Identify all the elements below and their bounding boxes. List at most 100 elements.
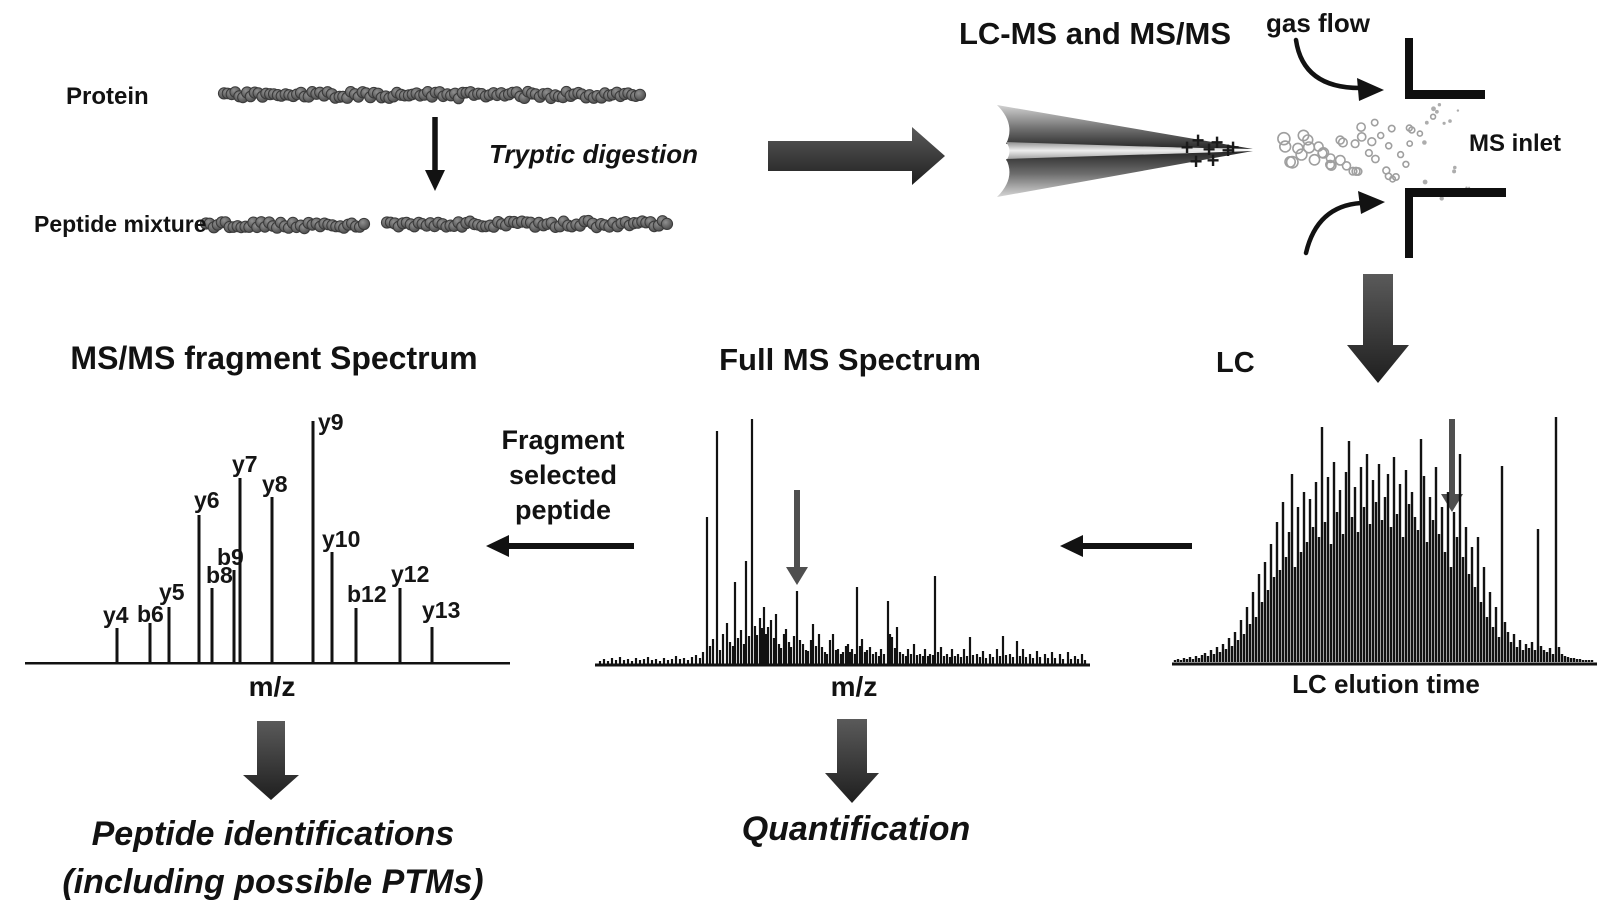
spray-droplet: [1341, 161, 1352, 171]
spray-droplet: [1356, 122, 1366, 132]
charge-plus-icon: +: [1207, 148, 1220, 173]
spray-droplet: [1456, 109, 1460, 112]
spray-droplet: [1337, 137, 1348, 148]
lc-to-fullms-arrow-head: [1060, 535, 1083, 557]
charge-plus-icon: +: [1222, 138, 1235, 163]
peptide-1-bead: [357, 217, 371, 231]
esi-needle-capillary: [1006, 142, 1253, 161]
esi-needle-top: [997, 105, 1253, 149]
charge-plus-icon: +: [1211, 130, 1224, 155]
fragment-ion-label: b8: [206, 562, 233, 588]
spray-droplet: [1424, 120, 1429, 125]
peptide-identifications-title: Peptide identifications (including possi…: [62, 810, 483, 906]
ms-inlet-plate: [1405, 90, 1485, 99]
fullms-axis: [595, 663, 1090, 667]
spray-droplet: [1277, 131, 1291, 146]
charge-plus-icon: +: [1181, 135, 1194, 160]
fragment-note-line: peptide: [514, 495, 611, 525]
spray-droplet: [1356, 131, 1367, 142]
fragment-selected-peptide-note: Fragment selected peptide: [501, 423, 624, 528]
full-ms-title: Full MS Spectrum: [719, 342, 981, 377]
spray-droplet: [1452, 169, 1457, 174]
spray-droplet: [1384, 142, 1393, 150]
spray-droplet: [1408, 126, 1416, 134]
spray-droplet: [1348, 166, 1358, 176]
charge-plus-icon: +: [1192, 128, 1205, 153]
fullms-to-msms-arrow-head: [486, 535, 509, 557]
gas-flow-label: gas flow: [1266, 8, 1371, 38]
fullms-to-quantification-block-arrow: [825, 719, 879, 803]
spray-droplet: [1308, 153, 1321, 166]
selected-peak-arrow-head: [786, 567, 808, 585]
fragment-ion-label: y12: [391, 561, 429, 587]
spray-droplet: [1376, 131, 1385, 140]
ms-inlet-plate: [1405, 188, 1506, 197]
lc-label: LC: [1216, 347, 1255, 379]
spray-droplet: [1295, 148, 1308, 161]
fragment-ion-label: y6: [194, 487, 220, 513]
fragment-ion-label: y5: [159, 579, 185, 605]
spray-droplet: [1406, 140, 1414, 147]
tryptic-digestion-label: Tryptic digestion: [489, 139, 698, 169]
gas-flow-arrowhead-top: [1357, 78, 1384, 101]
msms-mz-axis-label: m/z: [248, 671, 296, 702]
fragment-note-line: Fragment: [501, 425, 625, 455]
spray-droplet: [1292, 142, 1304, 155]
gas-flow-arrow-top: [1293, 37, 1363, 91]
spray-droplet: [1429, 113, 1437, 120]
lc-axis: [1172, 662, 1597, 666]
spray-droplet: [1437, 103, 1442, 107]
spray-droplet: [1364, 148, 1373, 158]
spray-droplet: [1351, 166, 1361, 177]
charge-plus-icon: +: [1190, 149, 1203, 174]
spray-droplet: [1317, 148, 1328, 159]
spray-droplet: [1387, 124, 1396, 133]
fragment-ion-label: b12: [347, 581, 387, 607]
flow-right-block-arrow: [768, 127, 945, 185]
spray-droplet: [1431, 106, 1436, 112]
peptide-mixture-label: Peptide mixture: [34, 211, 207, 237]
spray-droplet: [1335, 135, 1345, 145]
msms-to-identifications-block-arrow: [243, 721, 299, 800]
spray-droplet: [1422, 140, 1427, 145]
spray-droplet: [1367, 137, 1377, 147]
spray-droplet: [1439, 196, 1444, 201]
spray-droplet: [1325, 153, 1336, 164]
fragment-ion-label: y4: [103, 602, 129, 628]
msms-title: MS/MS fragment Spectrum: [70, 340, 478, 376]
spray-droplet: [1325, 160, 1337, 171]
lcms-title: LC-MS and MS/MS: [958, 16, 1232, 51]
gas-flow-arrowhead-bottom: [1358, 191, 1385, 214]
ms-inlet-plate: [1405, 188, 1413, 258]
spray-droplet: [1435, 109, 1439, 114]
peptide-3-bead: [660, 217, 674, 230]
spray-droplet: [1370, 118, 1379, 127]
protein-label: Protein: [66, 83, 149, 110]
fragment-ion-label: y9: [318, 409, 344, 435]
peptide-id-line: Peptide identifications: [91, 815, 455, 853]
spray-droplet: [1285, 155, 1299, 169]
charge-plus-icon: +: [1203, 137, 1216, 162]
lc-elution-time-axis-label: LC elution time: [1292, 669, 1480, 699]
fragment-ion-label: y10: [322, 526, 360, 552]
spray-droplet: [1302, 134, 1314, 146]
fragment-note-line: selected: [508, 460, 618, 490]
tryptic-digestion-arrowhead: [425, 170, 445, 191]
gas-flow-arrow-bottom: [1303, 200, 1364, 256]
fragment-ion-label: b6: [137, 601, 164, 627]
spray-droplet: [1278, 140, 1292, 153]
fragment-ion-label: y7: [232, 451, 258, 477]
quantification-title: Quantification: [741, 810, 971, 848]
protein-bead: [633, 88, 647, 102]
spray-droplet: [1442, 121, 1446, 125]
spray-droplet: [1453, 165, 1457, 170]
charge-plus-icon: +: [1227, 135, 1240, 160]
spray-droplet: [1422, 179, 1428, 185]
peptide-id-line: (including possible PTMs): [62, 863, 484, 901]
selected-elution-arrow-head: [1441, 494, 1463, 512]
inlet-to-lc-block-arrow: [1347, 274, 1409, 383]
spray-droplet: [1448, 119, 1452, 123]
spray-droplet: [1396, 150, 1405, 159]
